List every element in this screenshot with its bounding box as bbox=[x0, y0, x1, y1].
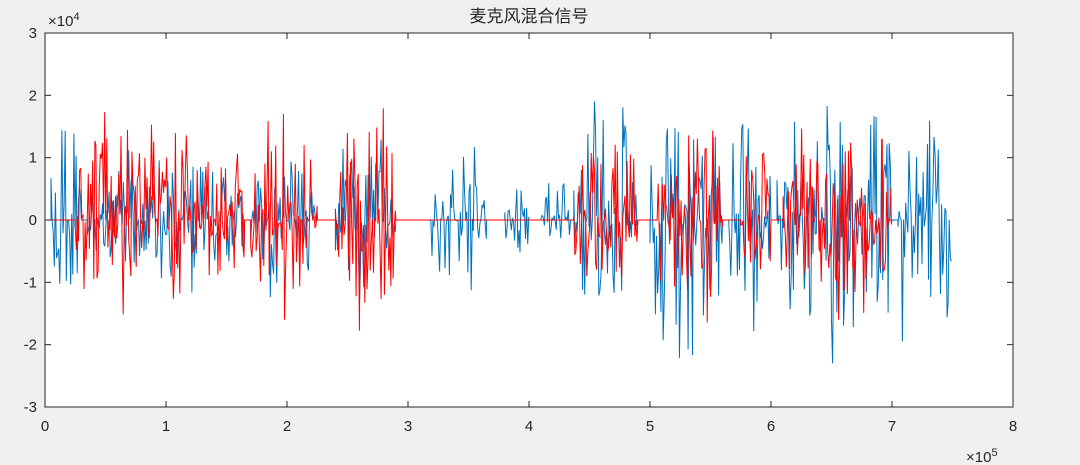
y-tick-label: 0 bbox=[29, 212, 37, 229]
ticks-layer: 0 1 2 3 4 5 6 7 8 3 2 1 0 -1 -2 -3 bbox=[24, 25, 1018, 435]
series-layer bbox=[45, 101, 952, 364]
y-exponent-base: ×10 bbox=[48, 13, 73, 30]
plot-border bbox=[44, 32, 1014, 408]
y-tick-label: -3 bbox=[24, 399, 37, 416]
y-axis-exponent: ×104 bbox=[48, 11, 80, 30]
y-tick-label: -2 bbox=[24, 337, 37, 354]
y-tick-label: 3 bbox=[29, 25, 37, 42]
x-tick-label: 7 bbox=[888, 418, 896, 435]
x-axis-exponent: ×105 bbox=[966, 447, 998, 465]
x-tick-label: 4 bbox=[525, 418, 533, 435]
x-tick-label: 0 bbox=[41, 418, 49, 435]
x-exponent-base: ×10 bbox=[966, 449, 991, 465]
y-tick-label: 2 bbox=[29, 87, 37, 104]
x-tick-label: 8 bbox=[1009, 418, 1017, 435]
y-tick-label: 1 bbox=[29, 150, 37, 167]
series-line-red bbox=[45, 108, 892, 331]
y-tick-label: -1 bbox=[24, 274, 37, 291]
x-tick-label: 5 bbox=[646, 418, 654, 435]
chart-title: 麦克风混合信号 bbox=[470, 7, 589, 27]
x-tick-label: 2 bbox=[283, 418, 291, 435]
x-tick-label: 6 bbox=[767, 418, 775, 435]
series-line-blue bbox=[45, 101, 952, 364]
y-exponent-power: 4 bbox=[73, 11, 79, 23]
x-exponent-power: 5 bbox=[991, 447, 997, 459]
x-tick-label: 1 bbox=[162, 418, 170, 435]
x-tick-label: 3 bbox=[404, 418, 412, 435]
